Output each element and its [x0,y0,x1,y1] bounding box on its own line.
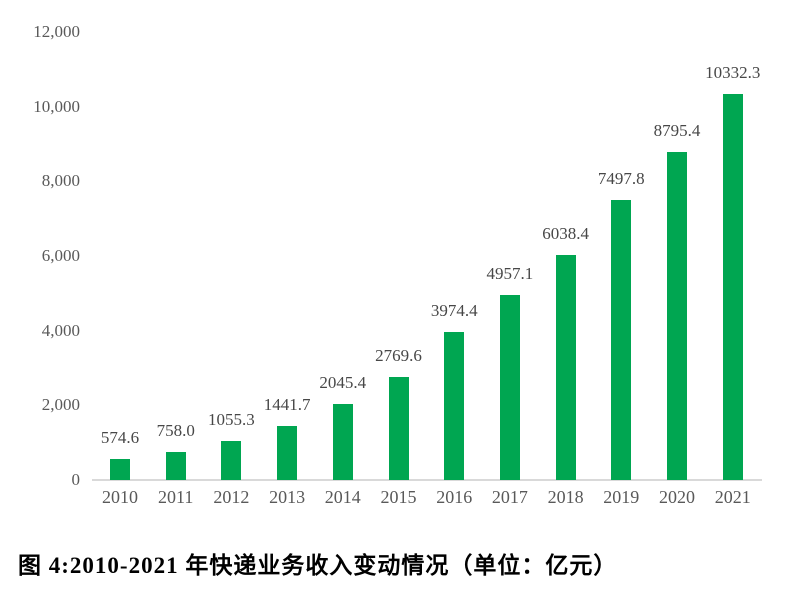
bar-value-label: 1055.3 [208,409,255,429]
bar-2020 [667,151,687,480]
bar-2010 [110,458,130,480]
x-axis-tick-label: 2013 [269,487,306,507]
x-axis-tick-label: 2011 [158,487,194,507]
bar-chart-plot-area: 0 2,000 4,000 6,000 8,000 10,000 12,000 574.6 20… [33,22,762,507]
x-axis-tick-label: 2018 [547,487,584,507]
y-axis-tick-label: 12,000 [33,22,80,41]
bar-value-label: 8795.4 [653,120,701,140]
y-axis-tick-label: 2,000 [41,395,80,415]
y-axis-tick-label: 8,000 [41,171,80,191]
y-axis-tick-label: 10,000 [33,96,80,116]
bar-2014 [332,403,353,480]
x-axis-tick-label: 2020 [659,487,695,507]
bar-value-label: 574.6 [100,427,140,447]
bar-2016 [444,331,465,480]
x-axis-tick-label: 2014 [324,487,361,507]
bar-value-label: 1441.7 [263,395,311,415]
bar-2021 [722,94,743,480]
bar-2013 [277,426,298,480]
x-axis-tick-label: 2010 [102,487,138,507]
bar-value-label: 2045.4 [319,372,367,392]
bar-value-label: 758.0 [156,420,195,440]
bar-2015 [388,376,409,480]
bar-2018 [555,254,576,480]
bar-value-label: 3974.4 [430,300,478,320]
figure-caption: 图 4:2010-2021 年快递业务收入变动情况（单位：亿元） [18,553,618,578]
bar-value-label: 4957.1 [486,263,534,283]
y-axis-tick-label: 4,000 [41,320,80,340]
bar-2012 [221,440,242,480]
bar-value-label: 2769.6 [375,345,422,365]
x-axis-tick-label: 2016 [436,487,473,507]
x-axis-tick-label: 2015 [380,487,417,507]
x-axis-tick-label: 2021 [714,487,751,507]
x-axis-tick-label: 2017 [491,487,528,507]
bar-2019 [611,200,632,480]
y-axis-tick-label: 0 [71,470,81,489]
bar-2017 [499,294,520,480]
x-axis-tick-label: 2012 [213,487,250,507]
x-axis-line [92,479,762,481]
y-axis-tick-label: 6,000 [41,246,80,265]
bar-value-label: 10332.3 [705,63,761,83]
bar-value-label: 7497.8 [597,169,645,189]
bar-value-label: 6038.4 [542,223,589,243]
bar-2011 [165,451,186,480]
x-axis-tick-label: 2019 [603,487,640,507]
